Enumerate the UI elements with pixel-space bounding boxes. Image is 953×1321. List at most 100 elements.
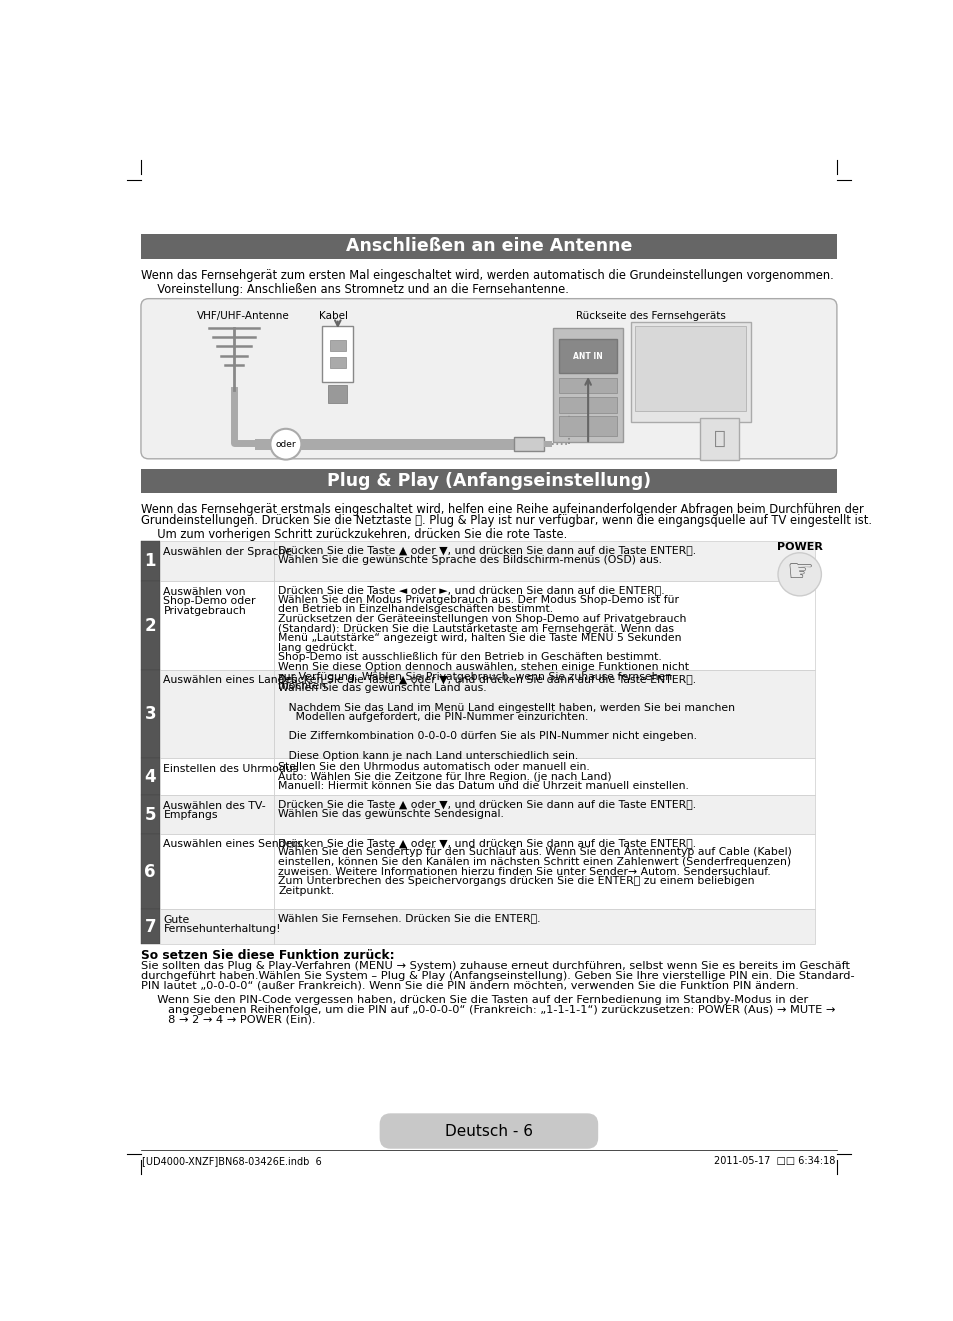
Text: Wählen Sie den Modus Privatgebrauch aus. Der Modus Shop-Demo ist für: Wählen Sie den Modus Privatgebrauch aus.… xyxy=(278,594,679,605)
Text: Die Ziffernkombination 0-0-0-0 dürfen Sie als PIN-Nummer nicht eingeben.: Die Ziffernkombination 0-0-0-0 dürfen Si… xyxy=(278,732,697,741)
Text: einstellen, können Sie den Kanälen im nächsten Schritt einen Zahlenwert (Senderf: einstellen, können Sie den Kanälen im nä… xyxy=(278,857,790,867)
Text: zur Verfügung. Wählen Sie Privatgebrauch, wenn Sie zuhause fernsehen: zur Verfügung. Wählen Sie Privatgebrauch… xyxy=(278,671,672,682)
Bar xyxy=(159,909,274,945)
Text: ⏻: ⏻ xyxy=(713,429,725,448)
Text: Voreinstellung: Anschließen ans Stromnetz und an die Fernsehantenne.: Voreinstellung: Anschließen ans Stromnet… xyxy=(150,283,569,296)
Circle shape xyxy=(778,552,821,596)
Bar xyxy=(328,384,347,403)
Text: Wenn Sie diese Option dennoch auswählen, stehen einige Funktionen nicht: Wenn Sie diese Option dennoch auswählen,… xyxy=(278,662,688,672)
Bar xyxy=(254,439,534,449)
Bar xyxy=(558,339,617,374)
Text: Anschließen an eine Antenne: Anschließen an eine Antenne xyxy=(345,238,632,255)
Text: Privatgebrauch: Privatgebrauch xyxy=(163,606,246,616)
Text: angegebenen Reihenfolge, um die PIN auf „0-0-0-0“ (Frankreich: „1-1-1-1“) zurück: angegebenen Reihenfolge, um die PIN auf … xyxy=(150,1005,835,1015)
Bar xyxy=(514,437,543,450)
Text: Um zum vorherigen Schritt zurückzukehren, drücken Sie die rote Taste.: Um zum vorherigen Schritt zurückzukehren… xyxy=(150,528,567,542)
Text: Shop-Demo ist ausschließlich für den Betrieb in Geschäften bestimmt.: Shop-Demo ist ausschließlich für den Bet… xyxy=(278,653,661,662)
Bar xyxy=(159,670,274,758)
Text: 1: 1 xyxy=(144,552,156,571)
Text: Drücken Sie die Taste ▲ oder ▼, und drücken Sie dann auf die Taste ENTERⓔ.: Drücken Sie die Taste ▲ oder ▼, und drüc… xyxy=(278,838,696,848)
Text: Plug & Play (Anfangseinstellung): Plug & Play (Anfangseinstellung) xyxy=(327,472,650,490)
Text: Manuell: Hiermit können Sie das Datum und die Uhrzeit manuell einstellen.: Manuell: Hiermit können Sie das Datum un… xyxy=(278,782,688,791)
Bar xyxy=(159,581,274,670)
Bar xyxy=(141,909,159,945)
Bar xyxy=(558,378,617,394)
Text: Wählen Sie Fernsehen. Drücken Sie die ENTERⓔ.: Wählen Sie Fernsehen. Drücken Sie die EN… xyxy=(278,913,540,923)
Text: lang gedrückt.: lang gedrückt. xyxy=(278,643,356,653)
Bar xyxy=(159,834,274,909)
Bar xyxy=(274,909,815,945)
Text: Wenn Sie den PIN-Code vergessen haben, drücken Sie die Tasten auf der Fernbedien: Wenn Sie den PIN-Code vergessen haben, d… xyxy=(150,995,807,1005)
Bar xyxy=(274,758,815,795)
Text: oder: oder xyxy=(275,440,295,449)
Text: 2: 2 xyxy=(144,617,156,634)
Text: möchten.: möchten. xyxy=(278,682,330,691)
Text: Auswählen eines Landes: Auswählen eines Landes xyxy=(163,675,297,686)
Bar xyxy=(141,581,159,670)
Circle shape xyxy=(270,429,301,460)
Text: Modellen aufgefordert, die PIN-Nummer einzurichten.: Modellen aufgefordert, die PIN-Nummer ei… xyxy=(278,712,588,723)
Bar xyxy=(330,341,345,351)
Text: den Betrieb in Einzelhandelsgeschäften bestimmt.: den Betrieb in Einzelhandelsgeschäften b… xyxy=(278,604,553,614)
Text: zuweisen. Weitere Informationen hierzu finden Sie unter Sender→ Autom. Sendersuc: zuweisen. Weitere Informationen hierzu f… xyxy=(278,867,770,877)
Text: 3: 3 xyxy=(144,705,156,723)
Text: Diese Option kann je nach Land unterschiedlich sein.: Diese Option kann je nach Land unterschi… xyxy=(278,750,578,761)
Text: Drücken Sie die Taste ◄ oder ►, und drücken Sie dann auf die ENTERⓔ.: Drücken Sie die Taste ◄ oder ►, und drüc… xyxy=(278,585,664,594)
Bar xyxy=(141,795,159,834)
Text: Sie sollten das Plug & Play-Verfahren (MENU → System) zuhause erneut durchführen: Sie sollten das Plug & Play-Verfahren (M… xyxy=(141,960,849,971)
Text: So setzen Sie diese Funktion zurück:: So setzen Sie diese Funktion zurück: xyxy=(141,948,395,962)
Text: 7: 7 xyxy=(144,918,156,935)
Text: Shop-Demo oder: Shop-Demo oder xyxy=(163,596,255,606)
Bar xyxy=(553,328,622,443)
Bar xyxy=(700,417,739,460)
Text: Wählen Sie das gewünschte Land aus.: Wählen Sie das gewünschte Land aus. xyxy=(278,683,486,694)
Text: PIN lautet „0-0-0-0“ (außer Frankreich). Wenn Sie die PIN ändern möchten, verwen: PIN lautet „0-0-0-0“ (außer Frankreich).… xyxy=(141,982,798,991)
Text: Zeitpunkt.: Zeitpunkt. xyxy=(278,886,334,896)
Bar xyxy=(141,542,159,581)
FancyBboxPatch shape xyxy=(141,299,836,458)
Text: Drücken Sie die Taste ▲ oder ▼, und drücken Sie dann auf die Taste ENTERⓔ.: Drücken Sie die Taste ▲ oder ▼, und drüc… xyxy=(278,546,696,555)
Text: Wählen Sie den Sendertyp für den Suchlauf aus. Wenn Sie den Antennentyp auf Cabl: Wählen Sie den Sendertyp für den Suchlau… xyxy=(278,847,791,857)
Text: 2011-05-17  □□ 6:34:18: 2011-05-17 □□ 6:34:18 xyxy=(713,1156,835,1165)
Text: Fernsehunterhaltung!: Fernsehunterhaltung! xyxy=(163,925,280,934)
Text: 5: 5 xyxy=(144,806,156,823)
Bar xyxy=(274,542,815,581)
Text: Wählen Sie die gewünschte Sprache des Bildschirm-menüs (OSD) aus.: Wählen Sie die gewünschte Sprache des Bi… xyxy=(278,555,661,564)
Bar xyxy=(558,416,617,436)
Text: Zurücksetzen der Geräteeinstellungen von Shop-Demo auf Privatgebrauch: Zurücksetzen der Geräteeinstellungen von… xyxy=(278,614,686,624)
Text: ☞: ☞ xyxy=(785,559,813,588)
Bar xyxy=(159,758,274,795)
Text: Stellen Sie den Uhrmodus automatisch oder manuell ein.: Stellen Sie den Uhrmodus automatisch ode… xyxy=(278,762,589,773)
Bar xyxy=(141,834,159,909)
Text: Einstellen des Uhrmodus: Einstellen des Uhrmodus xyxy=(163,764,298,774)
Bar xyxy=(141,234,836,259)
Text: Deutsch - 6: Deutsch - 6 xyxy=(444,1124,533,1139)
Text: ANT IN: ANT IN xyxy=(573,351,602,361)
Text: Gute: Gute xyxy=(163,914,190,925)
Text: Auto: Wählen Sie die Zeitzone für Ihre Region. (je nach Land): Auto: Wählen Sie die Zeitzone für Ihre R… xyxy=(278,771,611,782)
Text: durchgeführt haben.Wählen Sie System – Plug & Play (Anfangseinstellung). Geben S: durchgeführt haben.Wählen Sie System – P… xyxy=(141,971,854,982)
Bar xyxy=(159,795,274,834)
Text: Nachdem Sie das Land im Menü Land eingestellt haben, werden Sie bei manchen: Nachdem Sie das Land im Menü Land einges… xyxy=(278,703,735,712)
Text: Auswählen eines Senders: Auswählen eines Senders xyxy=(163,839,303,849)
Text: POWER: POWER xyxy=(776,542,821,552)
Text: 8 → 2 → 4 → POWER (Ein).: 8 → 2 → 4 → POWER (Ein). xyxy=(150,1015,315,1025)
Bar xyxy=(141,670,159,758)
Text: VHF/UHF-Antenne: VHF/UHF-Antenne xyxy=(196,310,289,321)
Bar xyxy=(543,441,551,448)
Text: Menü „Lautstärke“ angezeigt wird, halten Sie die Taste MENU 5 Sekunden: Menü „Lautstärke“ angezeigt wird, halten… xyxy=(278,633,680,643)
Bar xyxy=(635,326,745,411)
Text: Grundeinstellungen. Drücken Sie die Netztaste ⓘ. Plug & Play ist nur verfügbar, : Grundeinstellungen. Drücken Sie die Netz… xyxy=(141,514,871,527)
Text: Auswählen des TV-: Auswählen des TV- xyxy=(163,801,266,811)
Bar xyxy=(558,398,617,412)
Text: Kabel: Kabel xyxy=(319,310,348,321)
Text: Auswählen von: Auswählen von xyxy=(163,587,246,597)
Text: Wählen Sie das gewünschte Sendesignal.: Wählen Sie das gewünschte Sendesignal. xyxy=(278,808,503,819)
Bar xyxy=(274,834,815,909)
Bar xyxy=(322,326,353,382)
Bar xyxy=(141,469,836,494)
Text: Drücken Sie die Taste ▲ oder ▼, und drücken Sie dann auf die Taste ENTERⓔ.: Drücken Sie die Taste ▲ oder ▼, und drüc… xyxy=(278,799,696,810)
Text: 4: 4 xyxy=(144,768,156,786)
Bar xyxy=(141,758,159,795)
Text: Auswählen der Sprache: Auswählen der Sprache xyxy=(163,547,293,556)
